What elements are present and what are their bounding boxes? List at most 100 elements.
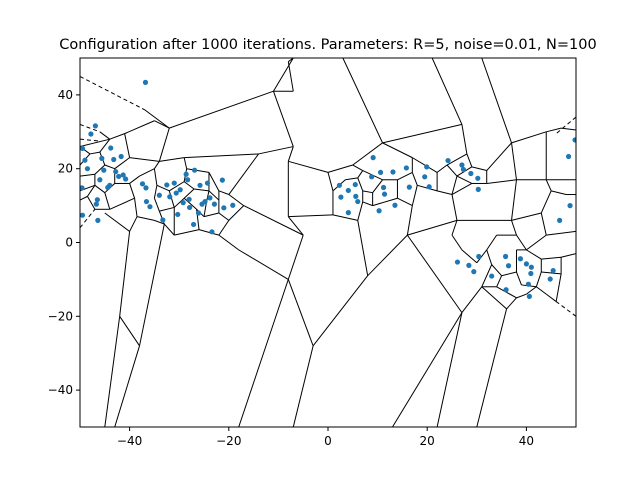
data-point <box>517 256 524 262</box>
voronoi-edge <box>501 271 517 277</box>
voronoi-edge <box>218 234 240 251</box>
data-point <box>139 181 146 187</box>
voronoi-edge <box>208 190 220 201</box>
data-point <box>101 167 107 173</box>
voronoi-edge <box>99 138 111 153</box>
data-point <box>175 211 181 218</box>
data-point <box>381 191 388 197</box>
voronoi-edge <box>124 133 131 158</box>
voronoi-edge <box>496 275 503 287</box>
voronoi-edge <box>456 175 473 184</box>
data-point <box>171 180 177 186</box>
data-point <box>406 184 412 190</box>
voronoi-edge <box>198 229 220 236</box>
voronoi-edge <box>119 316 140 347</box>
data-point <box>459 162 465 168</box>
voronoi-edge <box>134 198 138 217</box>
x-tick-label: 0 <box>324 434 332 448</box>
data-point <box>454 259 461 265</box>
data-point <box>80 212 86 218</box>
voronoi-edge <box>203 212 220 218</box>
voronoi-edge <box>392 312 463 427</box>
voronoi-edge <box>516 293 527 299</box>
voronoi-edge <box>153 198 160 212</box>
data-point <box>369 174 375 180</box>
data-point <box>403 165 409 171</box>
data-point <box>338 194 344 200</box>
voronoi-edge <box>183 157 188 169</box>
voronoi-edge <box>80 208 96 229</box>
voronoi-edge <box>159 206 175 212</box>
y-tick-label: 20 <box>58 162 73 176</box>
voronoi-edge <box>451 175 458 195</box>
voronoi-edge <box>168 190 175 208</box>
voronoi-edge <box>357 177 364 192</box>
data-point <box>183 171 189 177</box>
voronoi-edge <box>194 188 210 192</box>
voronoi-edge <box>228 205 245 221</box>
voronoi-edge <box>511 179 517 221</box>
voronoi-edge <box>287 216 304 236</box>
data-point <box>111 156 117 163</box>
voronoi-edge <box>496 286 517 299</box>
data-point <box>377 169 384 175</box>
data-point <box>118 153 124 160</box>
voronoi-edge <box>411 172 418 186</box>
voronoi-edge <box>327 172 334 191</box>
voronoi-edge <box>174 229 200 236</box>
voronoi-edge <box>327 164 353 173</box>
data-point <box>557 217 563 223</box>
voronoi-edge <box>287 61 294 92</box>
voronoi-edge <box>114 345 140 427</box>
data-point <box>475 186 481 192</box>
voronoi-edge <box>183 197 197 210</box>
voronoi-edge <box>129 157 160 162</box>
voronoi-edge <box>153 161 160 169</box>
data-point <box>185 177 191 183</box>
voronoi-edge <box>109 197 135 210</box>
voronoi-edge <box>80 195 88 201</box>
data-point <box>476 253 482 260</box>
data-point <box>191 167 198 173</box>
voronoi-edge <box>540 212 547 236</box>
voronoi-edge <box>491 264 502 277</box>
voronoi-edge <box>451 220 458 236</box>
data-point <box>123 176 129 182</box>
voronoi-edge <box>357 220 369 276</box>
voronoi-edge <box>114 157 130 170</box>
voronoi-edge <box>288 160 329 173</box>
data-point <box>160 217 166 223</box>
voronoi-edge <box>80 173 95 177</box>
voronoi-edge <box>511 142 517 180</box>
voronoi-edge <box>87 185 96 197</box>
voronoi-edge <box>139 223 165 346</box>
data-point <box>187 204 193 211</box>
data-point <box>80 185 85 191</box>
voronoi-edge <box>511 220 517 236</box>
voronoi-edge <box>94 164 106 175</box>
data-point <box>186 196 192 202</box>
voronoi-edge <box>446 164 458 177</box>
data-point <box>355 198 361 205</box>
voronoi-edge <box>526 234 547 251</box>
data-point <box>120 172 126 178</box>
voronoi-edge <box>153 168 158 186</box>
data-point <box>177 187 183 193</box>
voronoi-edge <box>184 153 259 159</box>
voronoi-edge <box>411 185 418 206</box>
voronoi-edge <box>129 183 136 199</box>
voronoi-edge <box>561 127 576 131</box>
data-point <box>143 185 149 191</box>
data-point <box>503 287 509 293</box>
data-point <box>143 198 150 205</box>
voronoi-edge <box>183 188 195 199</box>
voronoi-edge <box>516 234 527 251</box>
data-points <box>80 79 576 299</box>
voronoi-edge <box>362 201 373 207</box>
voronoi-edge <box>169 181 185 192</box>
y-tick-label: −40 <box>48 383 73 397</box>
voronoi-edge <box>357 201 364 221</box>
data-point <box>475 175 481 181</box>
voronoi-edge <box>526 249 542 260</box>
voronoi-edge <box>476 308 508 427</box>
